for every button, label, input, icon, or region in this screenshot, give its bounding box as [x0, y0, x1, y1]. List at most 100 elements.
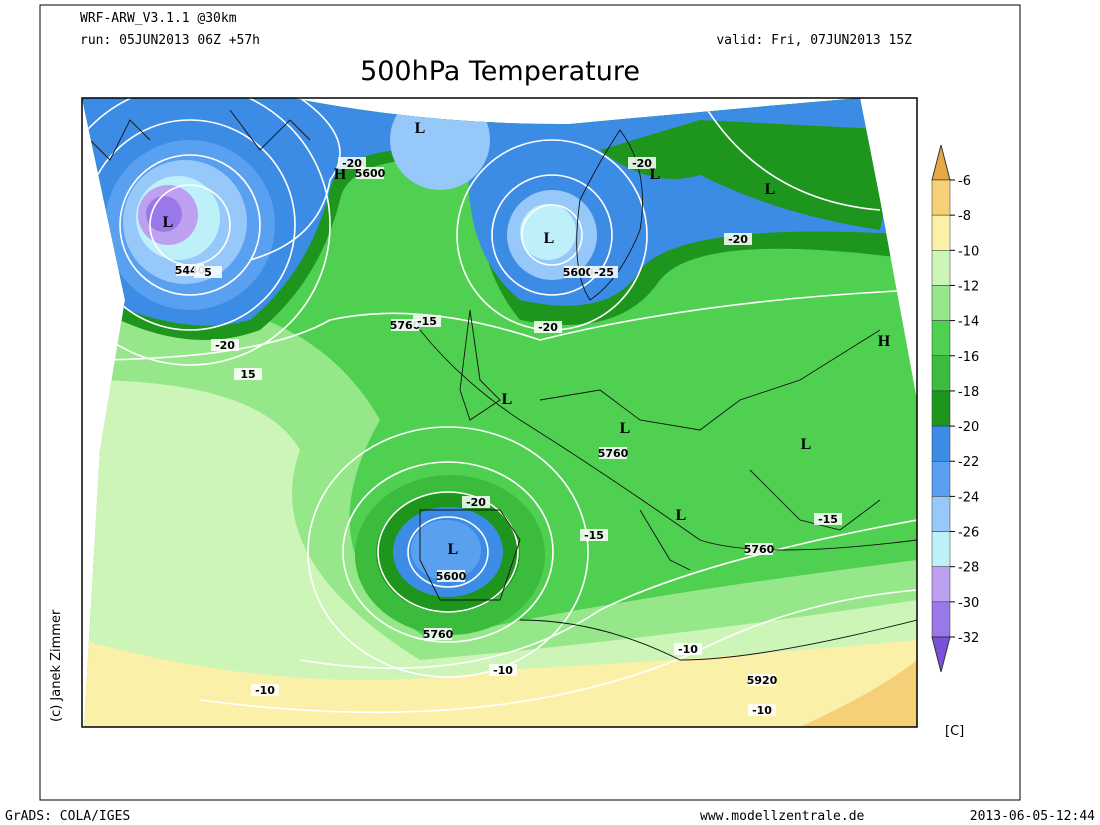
- label-box: [424, 628, 452, 640]
- contour-label: 5760: [423, 628, 454, 641]
- label-box: [413, 315, 441, 327]
- colorbar-band: [931, 566, 951, 603]
- label-box: [437, 570, 465, 582]
- page-frame: [39, 4, 1021, 801]
- contour-label: 5600: [355, 167, 386, 180]
- contour-label: -10: [255, 684, 275, 697]
- contour-label: 5600: [436, 570, 467, 583]
- colorbar-band: [931, 460, 951, 497]
- contour-label: 5920: [747, 674, 778, 687]
- colorbar-tick-label: -16: [958, 350, 979, 365]
- contour-label: -20: [342, 157, 362, 170]
- pressure-center: L: [502, 391, 513, 408]
- contour-label: 15: [240, 368, 255, 381]
- label-box: [628, 157, 656, 169]
- pressure-center: L: [544, 230, 555, 247]
- label-box: [564, 266, 592, 278]
- colorbar-band: [931, 601, 951, 638]
- contour-label: -15: [584, 529, 604, 542]
- pressure-center: H: [878, 333, 891, 350]
- footer-right: 2013-06-05-12:44: [970, 809, 1095, 824]
- colorbar-tick-label: -14: [958, 315, 979, 330]
- colorbar-band: [931, 285, 951, 321]
- pressure-center: H: [334, 166, 347, 183]
- credit: (c) Janek Zimmer: [49, 609, 64, 722]
- colorbar-tick-label: -26: [958, 526, 979, 541]
- contour-label: -25: [594, 266, 614, 279]
- label-box: [580, 529, 608, 541]
- label-box: [391, 319, 419, 331]
- pressure-center: L: [448, 541, 459, 558]
- label-box: [356, 167, 384, 179]
- colorbar-tick-label: -12: [958, 279, 979, 294]
- contour-label: -20: [632, 157, 652, 170]
- colorbar-band: [931, 179, 951, 216]
- colorbar-tick-label: -24: [958, 490, 979, 505]
- label-box: [599, 447, 627, 459]
- label-box: [194, 266, 222, 278]
- footer-center: www.modellzentrale.de: [700, 809, 865, 824]
- label-box: [748, 674, 776, 686]
- label-box: [534, 321, 562, 333]
- colorbar-tick-label: -30: [958, 596, 979, 611]
- label-box: [251, 684, 279, 696]
- pressure-center: L: [415, 120, 426, 137]
- label-box: [211, 339, 239, 351]
- model-label: WRF-ARW_V3.1.1 @30km: [80, 11, 237, 26]
- map-title: 500hPa Temperature: [360, 56, 640, 87]
- contour-label: 5760: [390, 319, 421, 332]
- pressure-center: L: [650, 166, 661, 183]
- colorbar-band: [931, 355, 951, 392]
- contour-label: 5: [204, 266, 212, 279]
- colorbar-band: [931, 390, 951, 427]
- colorbar-arrow: [931, 636, 951, 673]
- contour-label: -15: [818, 513, 838, 526]
- pressure-center: L: [765, 181, 776, 198]
- colorbar-band: [931, 425, 951, 462]
- label-box: [745, 543, 773, 555]
- colorbar-tick-label: -22: [958, 455, 979, 470]
- map-frame: [81, 97, 918, 728]
- contour-label: 5760: [598, 447, 629, 460]
- colorbar-band: [931, 496, 951, 532]
- footer-left: GrADS: COLA/IGES: [5, 809, 130, 824]
- colorbar-tick-label: -32: [958, 631, 979, 646]
- label-box: [674, 643, 702, 655]
- label-box: [489, 664, 517, 676]
- pressure-center: L: [620, 420, 631, 437]
- contour-label: 5600: [563, 266, 594, 279]
- label-box: [590, 266, 618, 278]
- contour-label: -20: [728, 233, 748, 246]
- colorbar-band: [931, 250, 951, 286]
- label-box: [814, 513, 842, 525]
- label-box: [748, 704, 776, 716]
- colorbar-arrow: [931, 144, 951, 181]
- contour-label: -20: [538, 321, 558, 334]
- colorbar: -6 -8 -10 -12 -14 -16 -18 -20 -22 -24 -26 -28 -30 -32: [931, 144, 979, 673]
- colorbar-tick-label: -6: [958, 174, 971, 189]
- colorbar-band: [931, 531, 951, 567]
- colorbar-band: [931, 320, 951, 357]
- colorbar-band: [931, 214, 951, 251]
- contour-label: -10: [678, 643, 698, 656]
- contour-label: -10: [493, 664, 513, 677]
- label-box: [234, 368, 262, 380]
- colorbar-tick-label: -28: [958, 561, 979, 576]
- contour-label: -20: [466, 496, 486, 509]
- contour-label: -20: [215, 339, 235, 352]
- contour-label: -10: [752, 704, 772, 717]
- map-field: [82, 98, 917, 727]
- legend-unit: [C]: [945, 724, 964, 739]
- pressure-center: L: [801, 436, 812, 453]
- colorbar-tick-label: -20: [958, 420, 979, 435]
- pressure-center: L: [163, 214, 174, 231]
- valid-label: valid: Fri, 07JUN2013 15Z: [716, 33, 912, 48]
- pressure-center: L: [676, 507, 687, 524]
- colorbar-tick-label: -8: [958, 209, 971, 224]
- contour-label: -15: [417, 315, 437, 328]
- run-label: run: 05JUN2013 06Z +57h: [80, 33, 260, 48]
- label-box: [462, 496, 490, 508]
